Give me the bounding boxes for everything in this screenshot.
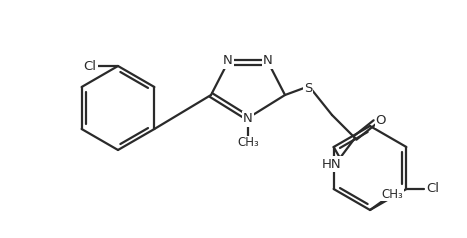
Text: N: N: [263, 55, 273, 68]
Text: N: N: [243, 113, 253, 125]
Text: N: N: [223, 55, 233, 68]
Text: Cl: Cl: [426, 183, 439, 195]
Text: CH₃: CH₃: [237, 137, 259, 149]
Text: Cl: Cl: [84, 60, 97, 73]
Text: S: S: [304, 81, 312, 94]
Text: CH₃: CH₃: [381, 188, 403, 200]
Text: O: O: [376, 114, 386, 127]
Text: HN: HN: [322, 158, 342, 170]
